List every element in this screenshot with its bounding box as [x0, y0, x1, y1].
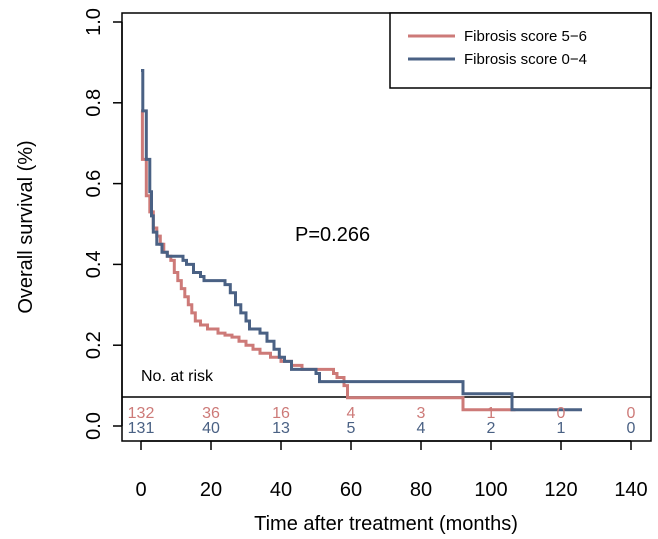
survival-curve	[141, 69, 582, 412]
risk-count: 40	[202, 420, 220, 437]
x-tick-label: 80	[410, 479, 432, 501]
x-axis: 0 20 40 60 80 100 120 140	[135, 440, 648, 501]
x-tick-label: 40	[270, 479, 292, 501]
risk-count: 0	[627, 420, 636, 437]
risk-count: 3	[417, 405, 426, 422]
x-tick-label: 0	[135, 479, 146, 501]
y-axis-title: Overall survival (%)	[15, 140, 37, 313]
y-tick-label: 0.0	[83, 412, 105, 440]
risk-count: 16	[272, 405, 290, 422]
y-axis: 0.0 0.2 0.4 0.6 0.8 1.0	[83, 8, 123, 440]
y-tick-label: 0.2	[83, 331, 105, 359]
x-tick-label: 120	[544, 479, 577, 501]
legend-label: Fibrosis score 5−6	[464, 28, 587, 45]
risk-count: 1	[557, 420, 566, 437]
risk-count: 0	[557, 405, 566, 422]
y-tick-label: 1.0	[83, 8, 105, 36]
survival-curve	[140, 109, 516, 412]
risk-count: 2	[487, 420, 496, 437]
risk-count: 1	[487, 405, 496, 422]
legend-label: Fibrosis score 0−4	[464, 51, 587, 68]
legend-box	[389, 12, 652, 89]
y-tick-label: 0.4	[83, 250, 105, 278]
legend: Fibrosis score 5−6 Fibrosis score 0−4	[389, 12, 652, 89]
risk-count: 0	[627, 405, 636, 422]
survival-curves	[140, 69, 582, 412]
risk-count: 4	[417, 420, 426, 437]
risk-count: 132	[128, 405, 155, 422]
risk-count: 131	[128, 420, 155, 437]
risk-count: 36	[202, 405, 220, 422]
risk-table-title: No. at risk	[141, 368, 214, 385]
x-axis-title: Time after treatment (months)	[254, 513, 518, 535]
x-tick-label: 140	[614, 479, 647, 501]
risk-count: 13	[272, 420, 290, 437]
x-tick-label: 100	[474, 479, 507, 501]
risk-count: 5	[347, 420, 356, 437]
risk-count: 4	[347, 405, 356, 422]
x-tick-label: 60	[340, 479, 362, 501]
x-tick-label: 20	[200, 479, 222, 501]
y-tick-label: 0.8	[83, 89, 105, 117]
y-tick-label: 0.6	[83, 170, 105, 198]
p-value-annotation: P=0.266	[295, 224, 370, 246]
